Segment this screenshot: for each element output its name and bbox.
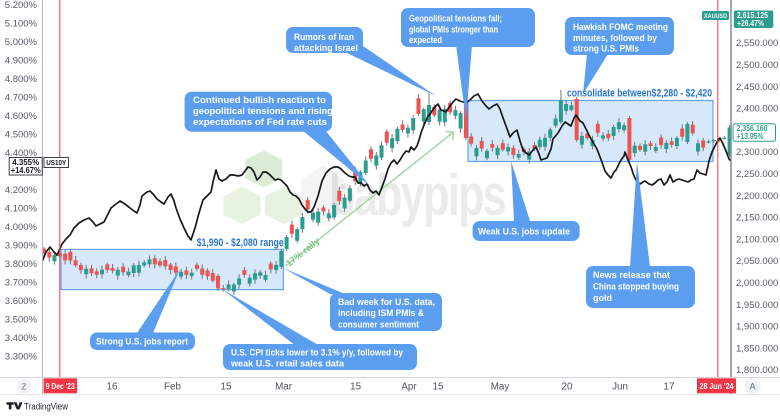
svg-text:3.600%: 3.600% [5,296,38,307]
svg-text:Z: Z [21,381,26,391]
svg-text:4.200%: 4.200% [5,185,38,196]
svg-text:9 Dec '23: 9 Dec '23 [46,381,75,391]
svg-text:Strong U.S. jobs report: Strong U.S. jobs report [96,336,189,347]
svg-text:China stopped buying: China stopped buying [593,282,679,293]
svg-text:Rumors of Iran: Rumors of Iran [294,32,354,43]
svg-text:4.900%: 4.900% [5,56,38,67]
svg-text:2,250.000: 2,250.000 [736,169,778,180]
svg-text:2,150.000: 2,150.000 [736,213,778,224]
svg-text:2,550.000: 2,550.000 [736,38,778,49]
svg-text:4.000%: 4.000% [5,222,38,233]
svg-text:attacking Israel: attacking Israel [294,43,358,54]
svg-text:3.400%: 3.400% [5,333,38,344]
svg-text:gold: gold [593,293,612,304]
svg-text:Continued bullish reaction to: Continued bullish reaction to [193,95,326,106]
svg-text:17: 17 [664,382,675,393]
svg-text:5.200%: 5.200% [5,0,38,11]
svg-text:15: 15 [433,382,444,393]
svg-text:2,400.000: 2,400.000 [736,104,778,115]
svg-text:XAUUSD: XAUUSD [704,13,727,20]
svg-text:2,300.000: 2,300.000 [736,147,778,158]
svg-text:4.355%: 4.355% [12,158,39,167]
svg-text:3.700%: 3.700% [5,278,38,289]
svg-text:3.500%: 3.500% [5,315,38,326]
svg-text:strong U.S. PMIs: strong U.S. PMIs [573,44,639,55]
svg-text:15: 15 [221,382,232,393]
svg-text:consolidate between$2,280 - $2: consolidate between$2,280 - $2,420 [567,87,712,99]
svg-text:3.900%: 3.900% [5,241,38,252]
svg-text:1,850.000: 1,850.000 [736,343,778,354]
svg-text:TradingView: TradingView [24,401,68,411]
svg-text:1,800.000: 1,800.000 [736,365,778,376]
svg-text:US10Y: US10Y [46,158,66,167]
svg-text:+13.95%: +13.95% [737,132,764,141]
svg-text:expected: expected [409,35,442,46]
svg-text:$1,990 - $2,080 range: $1,990 - $2,080 range [197,237,284,249]
svg-text:4.500%: 4.500% [5,130,38,141]
svg-text:Feb: Feb [164,382,181,393]
svg-text:20: 20 [562,382,573,393]
svg-text:1,900.000: 1,900.000 [736,322,778,333]
svg-text:including ISM PMIs &: including ISM PMIs & [338,308,424,319]
svg-text:4.800%: 4.800% [5,74,38,85]
svg-text:A: A [749,382,755,392]
svg-text:5.100%: 5.100% [5,19,38,30]
svg-text:2,050.000: 2,050.000 [736,256,778,267]
svg-text:Hawkish FOMC meeting: Hawkish FOMC meeting [573,22,668,33]
svg-text:1,950.000: 1,950.000 [736,300,778,311]
svg-text:4.400%: 4.400% [5,148,38,159]
svg-text:U.S. CPI ticks lower to 3.1%: U.S. CPI ticks lower to 3.1% y/y, follow… [231,347,404,358]
svg-text:expectations of Fed rate cuts: expectations of Fed rate cuts [193,117,327,128]
svg-text:Apr: Apr [401,382,417,393]
svg-text:Geopolitical tensions fall;: Geopolitical tensions fall; [409,14,502,25]
svg-text:3.300%: 3.300% [5,352,38,363]
svg-text:2,500.000: 2,500.000 [736,60,778,71]
svg-text:+14.67%: +14.67% [11,166,41,175]
svg-text:weak U.S. retail sales data: weak U.S. retail sales data [230,359,345,370]
svg-text:Weak U.S. jobs update: Weak U.S. jobs update [478,227,570,238]
svg-text:4.100%: 4.100% [5,204,38,215]
svg-text:2,356.160: 2,356.160 [737,124,768,133]
svg-text:+26.47%: +26.47% [737,19,764,28]
svg-text:consumer sentiment: consumer sentiment [338,319,420,330]
svg-text:2,450.000: 2,450.000 [736,82,778,93]
svg-text:News release that: News release that [593,270,671,281]
svg-text:global PMIs stronger than: global PMIs stronger than [409,24,498,35]
svg-text:4.600%: 4.600% [5,111,38,122]
svg-text:3.800%: 3.800% [5,259,38,270]
svg-text:minutes, followed by: minutes, followed by [573,33,658,44]
svg-text:5.000%: 5.000% [5,37,38,48]
svg-text:Jun: Jun [612,382,628,393]
svg-text:Bad week for U.S. data,: Bad week for U.S. data, [338,297,435,308]
svg-text:May: May [491,382,510,393]
svg-text:Mar: Mar [275,382,293,393]
svg-text:28 Jun '24: 28 Jun '24 [700,381,734,391]
svg-text:geopolitical tensions and risi: geopolitical tensions and rising [193,106,333,117]
svg-text:16: 16 [107,382,118,393]
svg-text:2,615.125: 2,615.125 [737,11,768,20]
svg-text:15: 15 [350,382,361,393]
svg-text:2,100.000: 2,100.000 [736,234,778,245]
svg-text:2,000.000: 2,000.000 [736,278,778,289]
svg-text:2,200.000: 2,200.000 [736,191,778,202]
svg-text:4.700%: 4.700% [5,93,38,104]
